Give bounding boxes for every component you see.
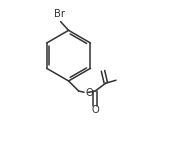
Text: Br: Br <box>54 9 65 20</box>
Text: O: O <box>91 105 99 115</box>
Text: O: O <box>85 88 93 98</box>
